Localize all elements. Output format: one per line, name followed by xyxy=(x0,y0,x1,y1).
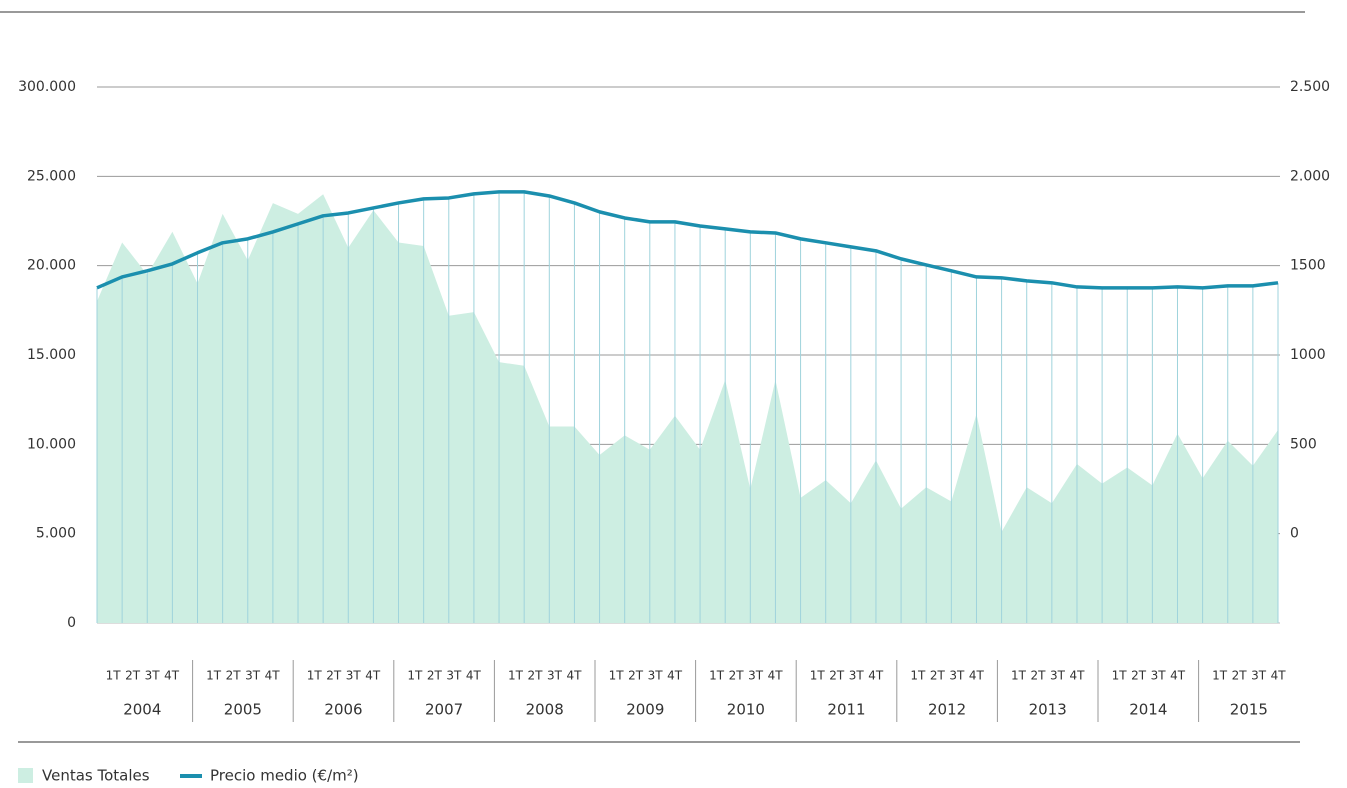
x-tick-label: 1T xyxy=(910,669,926,683)
x-year-label: 2012 xyxy=(928,701,966,719)
x-tick-label: 2T xyxy=(829,669,845,683)
y2-tick-label: 0 xyxy=(1290,526,1299,542)
legend-label: Ventas Totales xyxy=(42,767,150,785)
x-tick-label: 1T xyxy=(508,669,524,683)
x-tick-label: 4T xyxy=(868,669,884,683)
x-tick-label: 2T xyxy=(326,669,342,683)
x-tick-label: 2T xyxy=(226,669,242,683)
x-tick-label: 4T xyxy=(1271,669,1287,683)
x-tick-label: 4T xyxy=(1069,669,1085,683)
x-year-label: 2006 xyxy=(324,701,362,719)
x-year-label: 2008 xyxy=(526,701,564,719)
x-tick-label: 2T xyxy=(930,669,946,683)
x-tick-label: 2T xyxy=(125,669,141,683)
x-tick-label: 3T xyxy=(748,669,764,683)
x-tick-label: 1T xyxy=(1112,669,1128,683)
y-tick-label: 0 xyxy=(67,615,76,631)
x-tick-label: 3T xyxy=(1050,669,1066,683)
x-tick-label: 4T xyxy=(768,669,784,683)
x-tick-label: 2T xyxy=(729,669,745,683)
x-tick-label: 3T xyxy=(648,669,664,683)
y-tick-label: 20.000 xyxy=(27,258,76,274)
x-year-label: 2011 xyxy=(827,701,865,719)
y2-tick-label: 1000 xyxy=(1290,347,1326,363)
y-tick-label: 15.000 xyxy=(27,347,76,363)
y2-tick-label: 1500 xyxy=(1290,258,1326,274)
x-tick-label: 4T xyxy=(164,669,180,683)
y2-tick-label: 500 xyxy=(1290,436,1317,452)
x-tick-label: 4T xyxy=(667,669,683,683)
x-tick-label: 1T xyxy=(1212,669,1228,683)
x-tick-label: 3T xyxy=(145,669,161,683)
x-tick-label: 1T xyxy=(106,669,122,683)
y-tick-label: 25.000 xyxy=(27,168,76,184)
x-tick-label: 3T xyxy=(1151,669,1167,683)
x-year-label: 2007 xyxy=(425,701,463,719)
x-year-label: 2015 xyxy=(1230,701,1268,719)
y2-tick-label: 2.500 xyxy=(1290,79,1330,95)
x-tick-label: 3T xyxy=(547,669,563,683)
x-tick-label: 3T xyxy=(949,669,965,683)
x-tick-label: 4T xyxy=(566,669,582,683)
x-tick-label: 2T xyxy=(527,669,543,683)
x-tick-label: 4T xyxy=(265,669,281,683)
x-tick-label: 2T xyxy=(1131,669,1147,683)
x-tick-label: 3T xyxy=(849,669,865,683)
x-year-label: 2005 xyxy=(224,701,262,719)
x-tick-label: 1T xyxy=(307,669,323,683)
x-tick-label: 3T xyxy=(346,669,362,683)
x-tick-label: 3T xyxy=(446,669,462,683)
area xyxy=(97,194,1278,623)
x-tick-label: 2T xyxy=(427,669,443,683)
x-tick-label: 2T xyxy=(1232,669,1248,683)
legend-label: Precio medio (€/m²) xyxy=(210,767,359,785)
x-year-label: 2013 xyxy=(1029,701,1067,719)
y2-tick-label: 2.000 xyxy=(1290,168,1330,184)
x-tick-label: 4T xyxy=(466,669,482,683)
x-tick-label: 1T xyxy=(609,669,625,683)
y-tick-label: 300.000 xyxy=(18,79,76,95)
x-tick-label: 1T xyxy=(206,669,222,683)
x-tick-label: 2T xyxy=(628,669,644,683)
x-tick-label: 1T xyxy=(810,669,826,683)
y-tick-label: 5.000 xyxy=(36,526,76,542)
x-tick-label: 4T xyxy=(365,669,381,683)
x-tick-label: 2T xyxy=(1030,669,1046,683)
x-year-label: 2009 xyxy=(626,701,664,719)
y-tick-label: 10.000 xyxy=(27,436,76,452)
x-year-label: 2014 xyxy=(1129,701,1167,719)
x-tick-label: 3T xyxy=(245,669,261,683)
x-year-label: 2010 xyxy=(727,701,765,719)
legend-swatch xyxy=(18,768,33,783)
x-tick-label: 1T xyxy=(407,669,423,683)
x-tick-label: 1T xyxy=(709,669,725,683)
x-tick-label: 3T xyxy=(1251,669,1267,683)
line xyxy=(96,190,1279,290)
x-tick-label: 1T xyxy=(1011,669,1027,683)
x-tick-label: 4T xyxy=(1170,669,1186,683)
x-year-label: 2004 xyxy=(123,701,161,719)
x-tick-label: 4T xyxy=(969,669,985,683)
